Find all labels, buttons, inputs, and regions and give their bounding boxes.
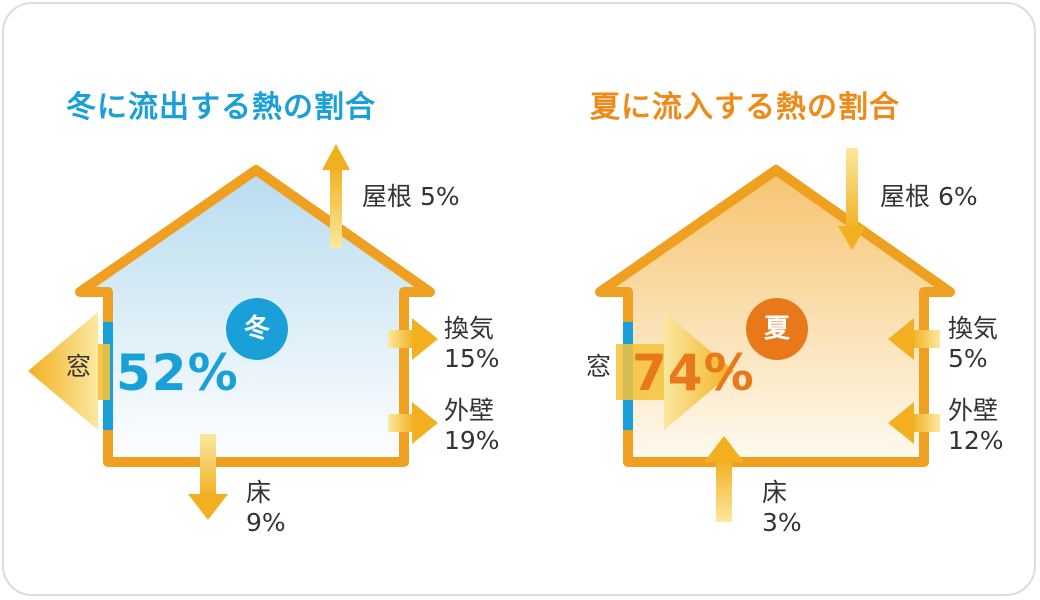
winter-window-arrow xyxy=(28,312,110,430)
winter-ventilation-arrow xyxy=(388,318,438,360)
summer-roof-arrow xyxy=(838,148,866,250)
summer-ventilation-value: 5% xyxy=(948,344,988,373)
winter-window-label: 窓 xyxy=(66,352,92,381)
winter-wall-label: 外壁 xyxy=(444,396,495,425)
winter-window-value: 52% xyxy=(116,344,239,402)
winter-ventilation-label: 換気 xyxy=(444,314,495,343)
summer-wall-arrow xyxy=(888,402,940,444)
winter-panel: 冬に流出する熱の割合 xyxy=(28,90,500,537)
summer-wall-value: 12% xyxy=(948,426,1004,455)
winter-wall-arrow xyxy=(388,402,438,444)
summer-floor-value: 3% xyxy=(762,508,802,537)
summer-floor-arrow xyxy=(704,436,744,522)
winter-house-diagram xyxy=(28,144,438,520)
summer-roof-label: 屋根 6% xyxy=(880,182,978,211)
summer-window-arrow xyxy=(616,312,734,430)
summer-house-diagram xyxy=(595,148,955,522)
winter-floor-value: 9% xyxy=(246,508,286,537)
summer-title: 夏に流入する熱の割合 xyxy=(590,90,900,125)
winter-floor-label: 床 xyxy=(246,478,272,507)
summer-wall-label: 外壁 xyxy=(948,396,999,425)
summer-panel: 夏に流入する熱の割合 xyxy=(520,0,1040,600)
winter-house-frame xyxy=(75,165,435,467)
summer-ventilation-label: 換気 xyxy=(948,314,999,343)
winter-ventilation-value: 15% xyxy=(444,344,500,373)
summer-floor-label: 床 xyxy=(762,478,788,507)
summer-badge: 夏 xyxy=(746,298,808,360)
winter-title: 冬に流出する熱の割合 xyxy=(66,90,376,125)
summer-ventilation-arrow xyxy=(888,318,940,360)
winter-roof-label: 屋根 5% xyxy=(362,182,460,211)
summer-window-value: 74% xyxy=(632,344,755,402)
winter-wall-value: 19% xyxy=(444,426,500,455)
winter-floor-arrow xyxy=(188,434,228,520)
summer-window-label: 窓 xyxy=(586,352,612,381)
winter-badge: 冬 xyxy=(226,298,288,360)
winter-roof-arrow xyxy=(322,144,350,248)
